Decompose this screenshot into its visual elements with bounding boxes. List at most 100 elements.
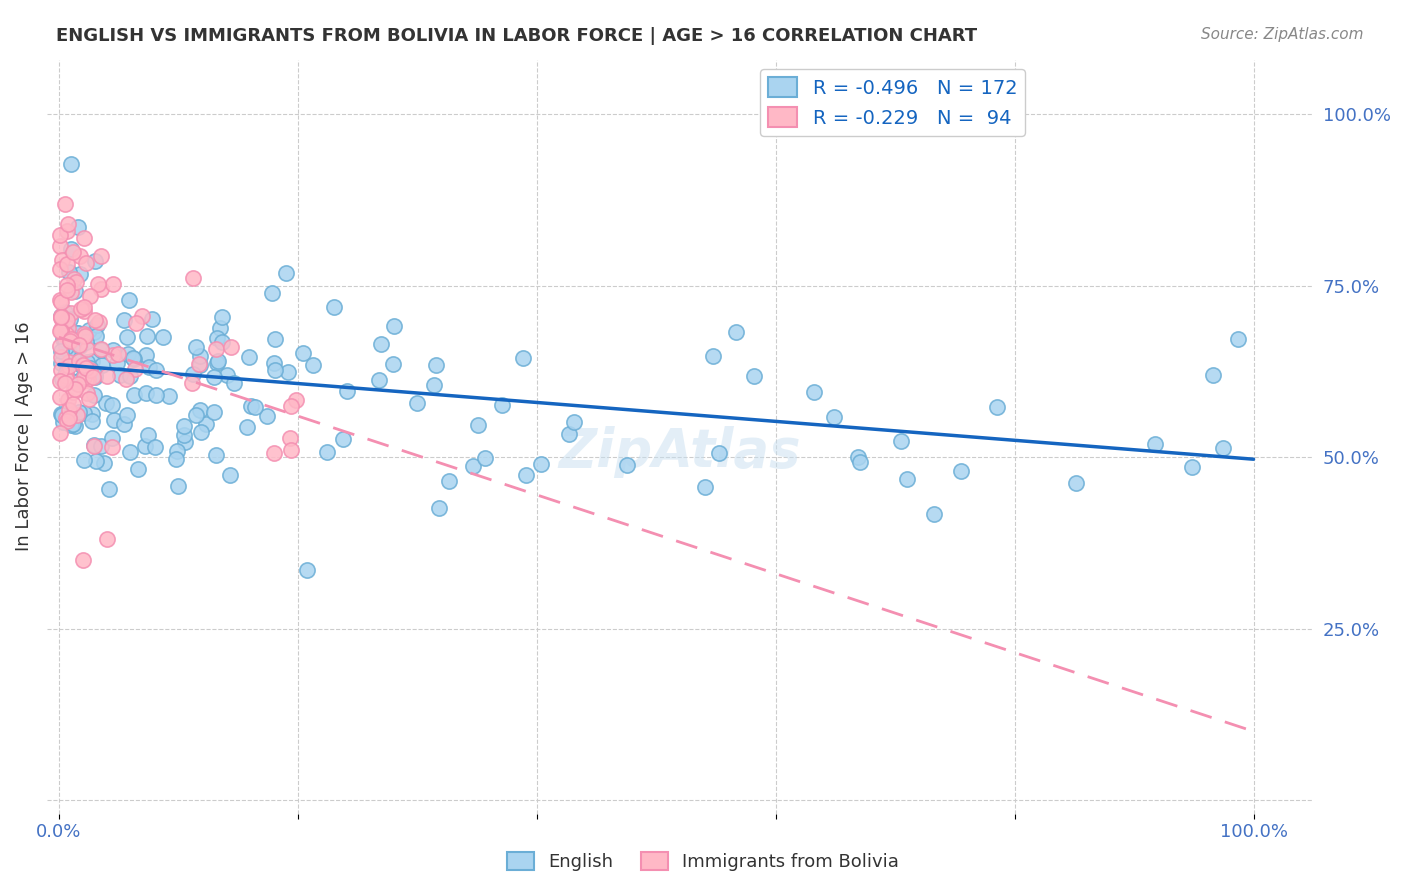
Point [51,408,73,422]
Point [238,350,260,364]
Point [49,309,72,323]
Point [115,330,138,344]
Point [56,278,79,293]
Point [186,408,208,422]
Point [105,356,128,370]
Point [55,372,77,386]
Point [76,342,98,356]
Point [69,249,91,263]
Point [122,351,145,365]
Point [62,417,84,432]
Point [51,253,73,268]
Point [145,387,167,401]
Point [90,342,112,356]
Point [52,332,75,346]
Point [53,196,76,211]
Point [115,371,138,385]
Point [950,464,973,478]
Point [55,321,77,335]
Point [72,359,94,373]
Point [135,348,157,362]
Point [107,346,129,360]
Point [59,312,82,326]
Point [530,458,553,472]
Text: Source: ZipAtlas.com: Source: ZipAtlas.com [1201,27,1364,42]
Point [73,406,96,420]
Point [63,272,86,286]
Point [53,376,76,390]
Point [101,348,124,362]
Point [277,365,299,379]
Point [62,384,84,399]
Point [63,419,86,434]
Point [56,413,79,427]
Point [59,332,82,346]
Text: ZipAtlas: ZipAtlas [558,425,801,478]
Point [1202,368,1225,383]
Point [222,376,245,391]
Point [58,355,80,369]
Point [100,440,122,454]
Point [67,405,90,419]
Point [143,440,166,454]
Point [1212,441,1234,455]
Point [101,277,124,292]
Point [1181,459,1204,474]
Point [278,431,301,445]
Point [79,360,101,375]
Point [562,415,585,429]
Point [83,325,105,339]
Point [301,358,323,372]
Point [725,325,748,339]
Point [90,343,112,357]
Point [117,346,139,360]
Point [136,427,159,442]
Point [138,360,160,375]
Point [205,331,228,345]
Point [63,284,86,298]
Point [83,387,105,401]
Point [58,264,80,278]
Point [72,553,94,567]
Point [141,312,163,326]
Point [60,285,83,299]
Point [173,418,195,433]
Point [69,267,91,281]
Point [211,310,233,324]
Point [118,445,141,459]
Point [86,329,108,343]
Point [80,408,103,422]
Point [124,387,146,401]
Point [145,362,167,376]
Point [207,353,229,368]
Point [103,413,125,427]
Point [382,319,405,334]
Point [49,374,72,388]
Point [280,399,302,413]
Point [87,277,110,291]
Point [79,363,101,377]
Point [66,355,89,369]
Point [152,329,174,343]
Point [65,376,87,390]
Point [263,446,285,460]
Point [76,386,98,401]
Point [285,393,308,408]
Point [91,358,114,372]
Point [131,309,153,323]
Point [56,343,79,357]
Point [84,254,107,268]
Point [167,478,190,492]
Point [76,355,98,369]
Point [157,389,180,403]
Point [125,316,148,330]
Point [425,358,447,372]
Point [218,467,240,482]
Point [73,300,96,314]
Point [69,302,91,317]
Point [49,324,72,338]
Point [62,397,84,411]
Point [75,373,97,387]
Point [236,419,259,434]
Point [122,351,145,366]
